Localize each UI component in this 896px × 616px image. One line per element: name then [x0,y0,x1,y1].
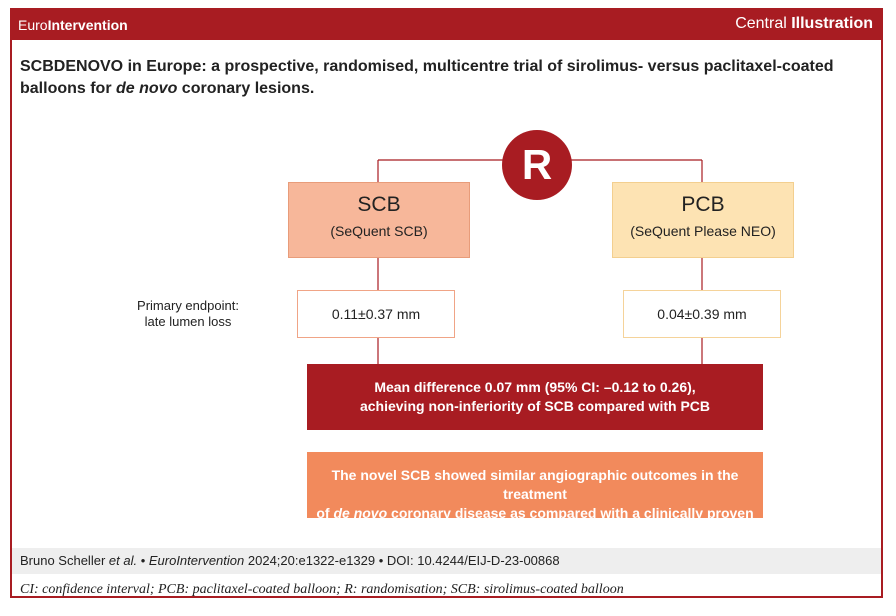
citation-sep: • [137,553,149,568]
citation-etal: et al. [108,553,138,568]
label-bold: Illustration [791,15,873,32]
scb-arm-name: SCB [357,193,401,216]
difference-line1: Mean difference 0.07 mm (95% CI: –0.12 t… [374,379,696,395]
conclusion-line2-italic: de novo [333,505,388,521]
central-illustration-frame: EuroIntervention Central Illustration SC… [10,8,883,598]
mean-difference-box: Mean difference 0.07 mm (95% CI: –0.12 t… [307,364,763,430]
conclusion-box: The novel SCB showed similar angiographi… [307,452,763,540]
scb-result-box: 0.11±0.37 mm [297,290,455,338]
citation-ref: 2024;20:e1322-e1329 • DOI: 10.4244/EIJ-D… [244,553,560,568]
title-italic: de novo [116,80,178,97]
pcb-arm-name: PCB [681,193,725,216]
label-normal: Central [735,15,792,32]
endpoint-line1: Primary endpoint: [137,298,239,313]
difference-line2: achieving non-inferiority of SCB compare… [359,398,711,414]
conclusion-line2-pre: of [316,505,334,521]
conclusion-line2-post: coronary disease as compared with a clin… [387,505,754,540]
pcb-result-box: 0.04±0.39 mm [623,290,781,338]
brand-bold: Intervention [47,17,128,33]
scb-arm-box: SCB (SeQuent SCB) [288,182,470,258]
conclusion-line2: of de novo coronary disease as compared … [307,504,763,542]
randomisation-circle: R [502,130,572,200]
citation-bar: Bruno Scheller et al. • EuroIntervention… [12,548,881,574]
page-title: SCBDENOVO in Europe: a prospective, rand… [20,56,840,100]
citation-authors: Bruno Scheller [20,553,109,568]
conclusion-line1: The novel SCB showed similar angiographi… [331,467,739,502]
central-illustration-label: Central Illustration [735,15,873,33]
journal-brand: EuroIntervention [18,17,128,33]
endpoint-line2: late lumen loss [144,314,232,329]
title-part1: SCBDENOVO in Europe: a prospective, rand… [20,58,834,97]
pcb-arm-device: (SeQuent Please NEO) [630,223,776,239]
primary-endpoint-label: Primary endpoint: late lumen loss [118,298,258,330]
title-part2: coronary lesions. [177,80,315,97]
header-bar: EuroIntervention Central Illustration [12,10,881,40]
brand-prefix: Euro [18,17,48,33]
scb-arm-device: (SeQuent SCB) [330,223,428,239]
abbreviations-footnote: CI: confidence interval; PCB: paclitaxel… [20,582,624,597]
citation-journal: EuroIntervention [148,553,245,568]
pcb-arm-box: PCB (SeQuent Please NEO) [612,182,794,258]
